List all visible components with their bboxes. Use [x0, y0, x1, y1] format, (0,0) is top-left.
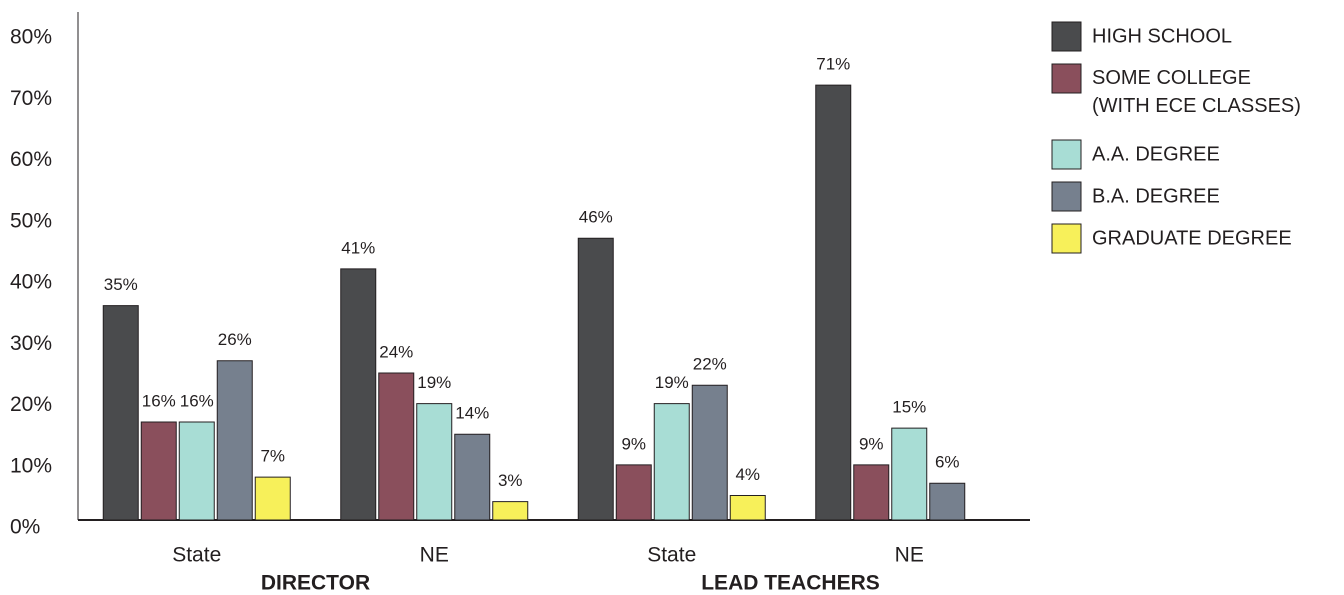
- data-label: 19%: [655, 373, 689, 392]
- bar: [140, 421, 177, 521]
- data-label: 71%: [816, 55, 850, 74]
- data-label: 24%: [379, 342, 413, 361]
- bar: [254, 476, 291, 521]
- legend-swatch: [1051, 139, 1082, 170]
- data-label: 4%: [735, 465, 760, 484]
- legend-line: SOME COLLEGE: [1092, 67, 1251, 89]
- bar: [615, 464, 652, 521]
- legend-swatch: [1051, 223, 1082, 254]
- y-tick-label: 0%: [10, 516, 40, 539]
- legend-swatch: [1051, 63, 1082, 94]
- y-tick-label: 50%: [10, 209, 52, 232]
- x-tick-label: NE: [895, 544, 924, 567]
- legend-label: GRADUATE DEGREE: [1092, 227, 1292, 249]
- bar: [929, 482, 966, 521]
- data-label: 16%: [142, 391, 176, 410]
- legend-label: SOME COLLEGE (WITH ECE CLASSES): [1092, 67, 1301, 117]
- data-label: 3%: [498, 471, 523, 490]
- bar: [492, 501, 529, 521]
- y-tick-label: 70%: [10, 87, 52, 110]
- bar: [691, 384, 728, 521]
- bar: [815, 84, 852, 521]
- x-tick-label: State: [647, 544, 696, 567]
- bar: [653, 403, 690, 521]
- y-tick-label: 10%: [10, 454, 52, 477]
- bar: [102, 305, 139, 521]
- data-label: 16%: [180, 391, 214, 410]
- data-label: 6%: [935, 453, 960, 472]
- bar: [378, 372, 415, 521]
- data-label: 35%: [104, 275, 138, 294]
- data-label: 46%: [579, 208, 613, 227]
- data-label: 26%: [218, 330, 252, 349]
- data-label: 19%: [417, 373, 451, 392]
- bar: [891, 427, 928, 521]
- y-tick-label: 60%: [10, 148, 52, 171]
- legend-label: A.A. DEGREE: [1092, 143, 1220, 165]
- data-label: 7%: [260, 447, 285, 466]
- data-label: 9%: [859, 434, 884, 453]
- legend-line: (WITH ECE CLASSES): [1092, 95, 1301, 117]
- bar: [454, 433, 491, 521]
- legend-swatch: [1051, 21, 1082, 52]
- bar: [577, 237, 614, 521]
- x-tick-label: NE: [420, 544, 449, 567]
- group-label: LEAD TEACHERS: [701, 572, 880, 595]
- data-label: 15%: [892, 398, 926, 417]
- y-tick-label: 80%: [10, 26, 52, 49]
- data-label: 22%: [693, 355, 727, 374]
- bar: [340, 268, 377, 521]
- bar: [853, 464, 890, 521]
- bar: [216, 360, 253, 521]
- x-tick-label: State: [172, 544, 221, 567]
- y-tick-label: 40%: [10, 271, 52, 294]
- data-label: 41%: [341, 238, 375, 257]
- legend-label: HIGH SCHOOL: [1092, 25, 1232, 47]
- legend-label: B.A. DEGREE: [1092, 185, 1220, 207]
- bar: [178, 421, 215, 521]
- y-tick-label: 30%: [10, 332, 52, 355]
- data-label: 9%: [621, 434, 646, 453]
- bar: [729, 495, 766, 521]
- group-label: DIRECTOR: [261, 572, 370, 595]
- data-label: 14%: [455, 404, 489, 423]
- bar: [416, 403, 453, 521]
- legend-swatch: [1051, 181, 1082, 212]
- y-tick-label: 20%: [10, 393, 52, 416]
